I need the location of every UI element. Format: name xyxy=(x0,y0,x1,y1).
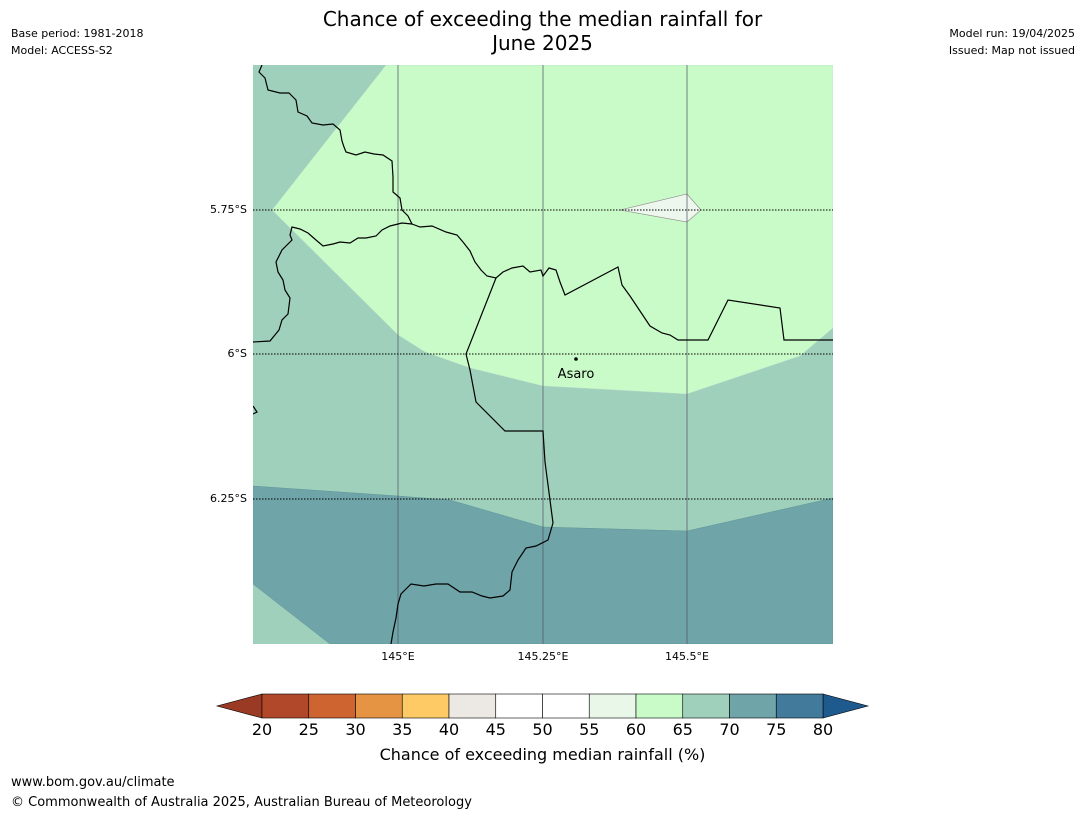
lon-label-145: 145°E xyxy=(381,650,414,663)
boundary-north-south xyxy=(390,277,554,644)
asaro-marker xyxy=(574,357,578,361)
colorbar-under-arrow xyxy=(215,693,263,719)
colorbar-tick-label: 65 xyxy=(673,720,693,739)
header-left-info: Base period: 1981-2018 Model: ACCESS-S2 xyxy=(11,25,143,59)
colorbar-tick-label: 80 xyxy=(813,720,833,739)
colorbar-segment xyxy=(261,693,310,719)
map-title-line-1: Chance of exceeding the median rainfall … xyxy=(322,7,763,31)
boundary-center xyxy=(411,223,833,341)
colorbar-label: Chance of exceeding median rainfall (%) xyxy=(379,745,706,764)
colorbar-segment xyxy=(682,693,730,719)
map-title: Chance of exceeding the median rainfall … xyxy=(0,7,1085,55)
header-right-info: Model run: 19/04/2025 Issued: Map not is… xyxy=(949,25,1075,59)
colorbar-segment xyxy=(635,693,684,719)
footer-url: www.bom.gov.au/climate xyxy=(11,775,175,790)
footer-copyright: © Commonwealth of Australia 2025, Austra… xyxy=(11,795,472,810)
base-period-text: Base period: 1981-2018 xyxy=(11,27,144,40)
lat-label-6: 6°S xyxy=(228,347,247,360)
colorbar-segment xyxy=(308,693,356,719)
lon-label-145-5: 145.5°E xyxy=(665,650,709,663)
colorbar-segment xyxy=(495,693,543,719)
colorbar-tick-label: 30 xyxy=(345,720,365,739)
colorbar-tick-label: 40 xyxy=(439,720,459,739)
model-text: Model: ACCESS-S2 xyxy=(11,44,113,57)
colorbar-segment xyxy=(729,693,777,719)
province-boundaries xyxy=(253,65,833,644)
colorbar-tick-label: 60 xyxy=(626,720,646,739)
lat-label-5-75: 5.75°S xyxy=(210,203,247,216)
issued-text: Issued: Map not issued xyxy=(948,44,1075,57)
lon-label-145-25: 145.25°E xyxy=(518,650,569,663)
colorbar-segment xyxy=(401,693,450,719)
colorbar-segment xyxy=(355,693,403,719)
colorbar-segment xyxy=(775,693,824,719)
lat-label-6-25: 6.25°S xyxy=(210,492,247,505)
colorbar-tick-label: 75 xyxy=(766,720,786,739)
colorbar-over-arrow xyxy=(822,693,870,719)
map-area xyxy=(253,65,833,644)
boundary-northwest xyxy=(253,65,414,343)
model-run-text: Model run: 19/04/2025 xyxy=(949,27,1075,40)
colorbar-tick-label: 55 xyxy=(579,720,599,739)
colorbar-tick-label: 70 xyxy=(719,720,739,739)
colorbar-tick-label: 50 xyxy=(532,720,552,739)
colorbar-tick-label: 25 xyxy=(299,720,319,739)
colorbar-segment xyxy=(588,693,637,719)
colorbar-segment xyxy=(542,693,590,719)
colorbar: 20 25 30 35 40 45 50 55 60 65 70 75 80 xyxy=(215,693,870,739)
colorbar-tick-label: 45 xyxy=(486,720,506,739)
colorbar-tick-label: 35 xyxy=(392,720,412,739)
boundary-west-edge xyxy=(253,405,258,415)
colorbar-tick-label: 20 xyxy=(252,720,272,739)
colorbar-segment xyxy=(448,693,497,719)
asaro-label: Asaro xyxy=(558,367,595,382)
map-title-line-2: June 2025 xyxy=(492,31,593,55)
